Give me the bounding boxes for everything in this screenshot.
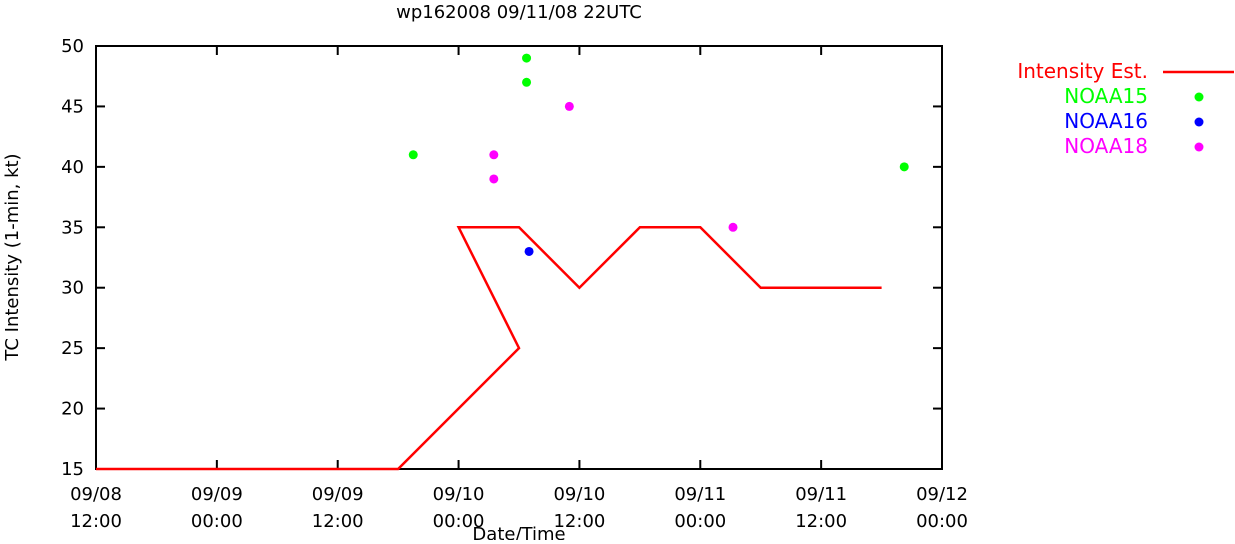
y-tick-label: 30	[61, 278, 84, 299]
data-point-noaa15	[899, 162, 909, 172]
x-tick-label-time: 12:00	[553, 511, 605, 532]
data-point-noaa18	[564, 101, 574, 111]
legend-label-noaa18: NOAA18	[1064, 134, 1148, 158]
x-tick-label-time: 12:00	[312, 511, 364, 532]
chart-title: wp162008 09/11/08 22UTC	[396, 2, 642, 23]
x-tick-label-date: 09/10	[433, 484, 485, 505]
legend-label-intensity-est: Intensity Est.	[1017, 59, 1148, 83]
x-tick-label-date: 09/09	[191, 484, 243, 505]
y-tick-label: 25	[61, 338, 84, 359]
data-point-noaa15	[522, 77, 532, 87]
y-tick-label: 50	[61, 36, 84, 57]
y-tick-label: 45	[61, 96, 84, 117]
x-tick-label-time: 00:00	[433, 511, 485, 532]
data-point-noaa16	[524, 246, 534, 256]
legend-swatch-noaa18	[1194, 142, 1204, 152]
y-tick-label: 40	[61, 157, 84, 178]
legend-label-noaa16: NOAA16	[1064, 109, 1148, 133]
x-tick-label-date: 09/11	[674, 484, 726, 505]
x-tick-label-time: 00:00	[674, 511, 726, 532]
data-point-noaa18	[489, 174, 499, 184]
x-tick-label-time: 00:00	[916, 511, 968, 532]
x-tick-label-date: 09/09	[312, 484, 364, 505]
legend-swatch-noaa16	[1194, 117, 1204, 127]
data-point-noaa15	[408, 150, 418, 160]
x-tick-label-time: 12:00	[795, 511, 847, 532]
data-point-noaa18	[489, 150, 499, 160]
plot-frame	[95, 45, 943, 470]
series-layer	[96, 53, 909, 471]
x-tick-label-date: 09/10	[553, 484, 605, 505]
legend-swatch-noaa15	[1194, 92, 1204, 102]
y-tick-label: 15	[61, 459, 84, 480]
axes-layer: 15 20 25 30 35 40 45 50 09/08 12:00 09/09 00:00 09/0…	[61, 36, 968, 532]
x-tick-label-date: 09/08	[70, 484, 122, 505]
data-point-noaa18	[728, 222, 738, 232]
x-tick-label-time: 12:00	[70, 511, 122, 532]
series-line-intensity-est	[96, 226, 882, 471]
y-axis-label: TC Intensity (1-min, kt)	[2, 153, 23, 361]
x-tick-label-date: 09/12	[916, 484, 968, 505]
x-tick-label-time: 00:00	[191, 511, 243, 532]
data-point-noaa15	[522, 53, 532, 63]
x-axis-label: Date/Time	[472, 524, 565, 540]
legend-label-noaa15: NOAA15	[1064, 84, 1148, 108]
y-tick-label: 35	[61, 217, 84, 238]
x-tick-label-date: 09/11	[795, 484, 847, 505]
y-tick-label: 20	[61, 399, 84, 420]
